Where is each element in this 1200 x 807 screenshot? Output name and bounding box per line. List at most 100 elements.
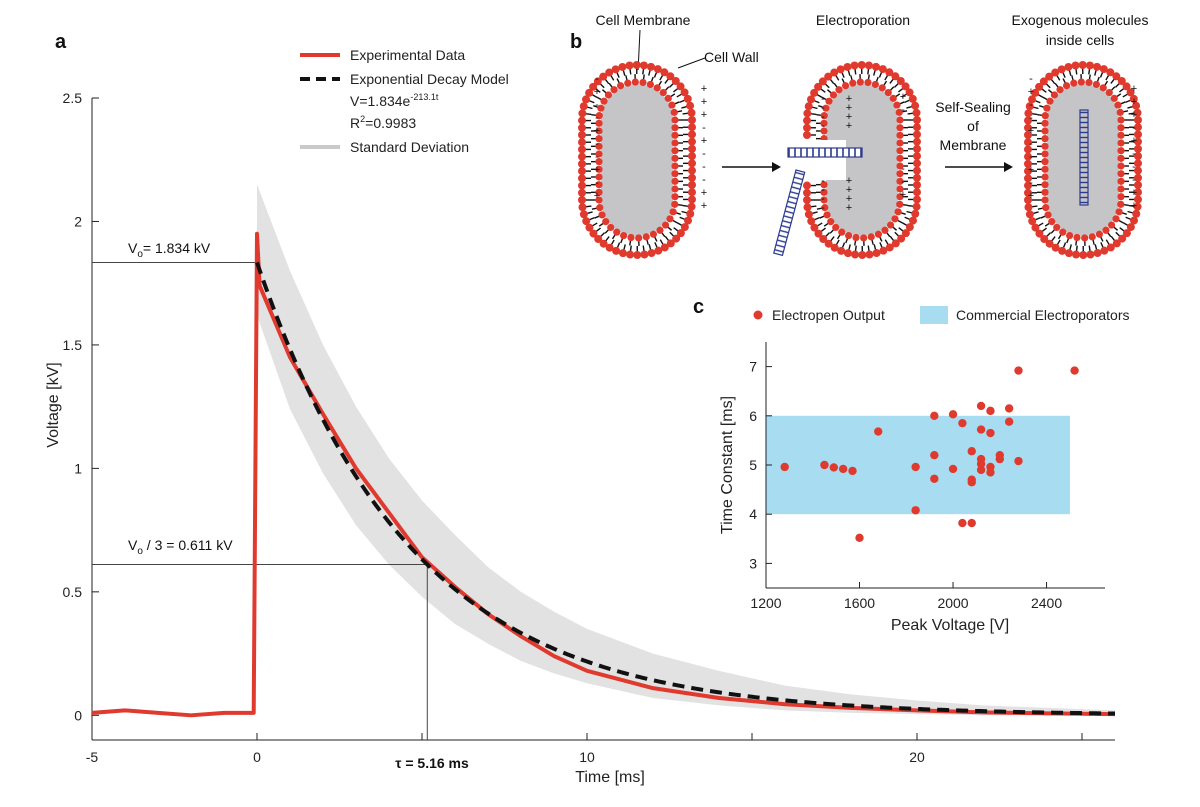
- lipid-head: [671, 154, 679, 162]
- lipid-head: [1086, 250, 1095, 259]
- lipid-head: [1028, 95, 1037, 104]
- lipid-head: [1095, 230, 1104, 238]
- lipid-head: [593, 77, 602, 86]
- x-tick-label: 20: [909, 749, 925, 765]
- v0-annotation-text: = 1.834 kV: [143, 240, 211, 256]
- lipid-head: [1126, 88, 1135, 97]
- lipid-head: [595, 127, 603, 135]
- panel-c-x-label: Peak Voltage [V]: [891, 617, 1009, 634]
- lipid-head: [1041, 127, 1049, 135]
- lipid-head: [836, 65, 845, 74]
- lipid-head: [803, 109, 812, 118]
- panel-a-guide-lines: [92, 261, 428, 740]
- lipid-head: [818, 77, 827, 86]
- lipid-head: [1129, 94, 1138, 103]
- electropen-point: [967, 518, 976, 528]
- lipid-head: [688, 130, 696, 139]
- lipid-head: [820, 119, 828, 127]
- lipid-head: [1077, 78, 1085, 86]
- lipid-head: [864, 61, 873, 70]
- charge-symbol: +: [846, 120, 852, 132]
- lipid-head: [1134, 144, 1142, 153]
- lipid-head: [913, 181, 921, 190]
- charge-symbol: -: [1029, 138, 1033, 150]
- lipid-head: [896, 131, 904, 139]
- lipid-head: [1041, 135, 1049, 143]
- lipid-head: [1046, 97, 1054, 105]
- lipid-head: [661, 221, 670, 229]
- legend-r2-base: R: [350, 115, 360, 131]
- lipid-head: [578, 181, 586, 190]
- electropen-point: [838, 464, 848, 474]
- lipid-head: [843, 62, 852, 71]
- y-tick-label: 2: [74, 213, 82, 229]
- lipid-head: [1041, 196, 1049, 204]
- lipid-head: [851, 250, 860, 259]
- lipid-head: [1106, 243, 1115, 252]
- lipid-head: [821, 204, 829, 212]
- lipid-head: [631, 78, 639, 86]
- lipid-head: [618, 249, 627, 258]
- y-tick-label: 1: [74, 460, 82, 476]
- lipid-head: [688, 137, 696, 146]
- lipid-head: [596, 204, 604, 212]
- lipid-head: [595, 196, 603, 204]
- lipid-head: [1039, 77, 1048, 86]
- charge-symbol: +: [1131, 83, 1137, 95]
- lipid-head: [872, 62, 881, 71]
- lipid-head: [814, 82, 823, 91]
- charge-symbol: -: [702, 148, 706, 160]
- lipid-head: [585, 88, 594, 97]
- lipid-head: [595, 165, 603, 173]
- legend-electropen-swatch: [753, 310, 763, 320]
- c-y-tick-label: 7: [749, 359, 757, 375]
- lipid-head: [913, 195, 921, 204]
- charge-symbol: -: [821, 184, 825, 196]
- lipid-head: [843, 249, 852, 258]
- lipid-head: [913, 159, 921, 168]
- lipid-head: [605, 243, 614, 252]
- electropen-point: [986, 406, 995, 416]
- lipid-head: [671, 131, 679, 139]
- lipid-head: [803, 116, 811, 125]
- panel-b-letter: b: [570, 31, 582, 53]
- lipid-head: [686, 209, 695, 218]
- lipid-head: [671, 139, 679, 147]
- lipid-head: [683, 94, 692, 103]
- lipid-head: [598, 211, 606, 219]
- lipid-head: [896, 154, 904, 162]
- lipid-head: [891, 72, 900, 81]
- exogenous-label-line2: inside cells: [1046, 32, 1114, 48]
- lipid-head: [1043, 104, 1051, 112]
- lipid-head: [669, 208, 677, 216]
- lipid-head: [1088, 233, 1096, 241]
- c-x-tick-label: 2400: [1031, 595, 1062, 611]
- lipid-head: [625, 61, 634, 70]
- charge-symbol: -: [901, 104, 905, 116]
- lipid-head: [1117, 131, 1125, 139]
- lipid-head: [879, 246, 888, 255]
- lipid-head: [884, 88, 892, 97]
- lipid-head: [595, 142, 603, 150]
- electropen-point: [855, 533, 864, 543]
- v0-annotation-v: V: [128, 240, 138, 256]
- c-y-tick-label: 3: [749, 555, 757, 571]
- lipid-head: [1041, 158, 1049, 166]
- lipid-head: [901, 229, 910, 238]
- lipid-head: [595, 158, 603, 166]
- lipid-head: [1045, 72, 1054, 81]
- lipid-head: [830, 68, 839, 77]
- lipid-head: [896, 147, 904, 155]
- lipid-head: [911, 101, 920, 110]
- lipid-head: [680, 88, 689, 97]
- legend-r2-sup: 2: [360, 114, 365, 124]
- lipid-head: [1059, 228, 1067, 236]
- lipid-head: [599, 72, 608, 81]
- lipid-head: [1117, 170, 1125, 178]
- c-y-tick-label: 4: [749, 506, 757, 522]
- lipid-head: [639, 78, 647, 87]
- cell-wall-label: Cell Wall: [704, 49, 759, 65]
- lipid-head: [597, 104, 605, 112]
- lipid-head: [600, 97, 608, 105]
- panel-b: b Cell Membrane Cell Wall Electroporatio…: [570, 12, 1148, 259]
